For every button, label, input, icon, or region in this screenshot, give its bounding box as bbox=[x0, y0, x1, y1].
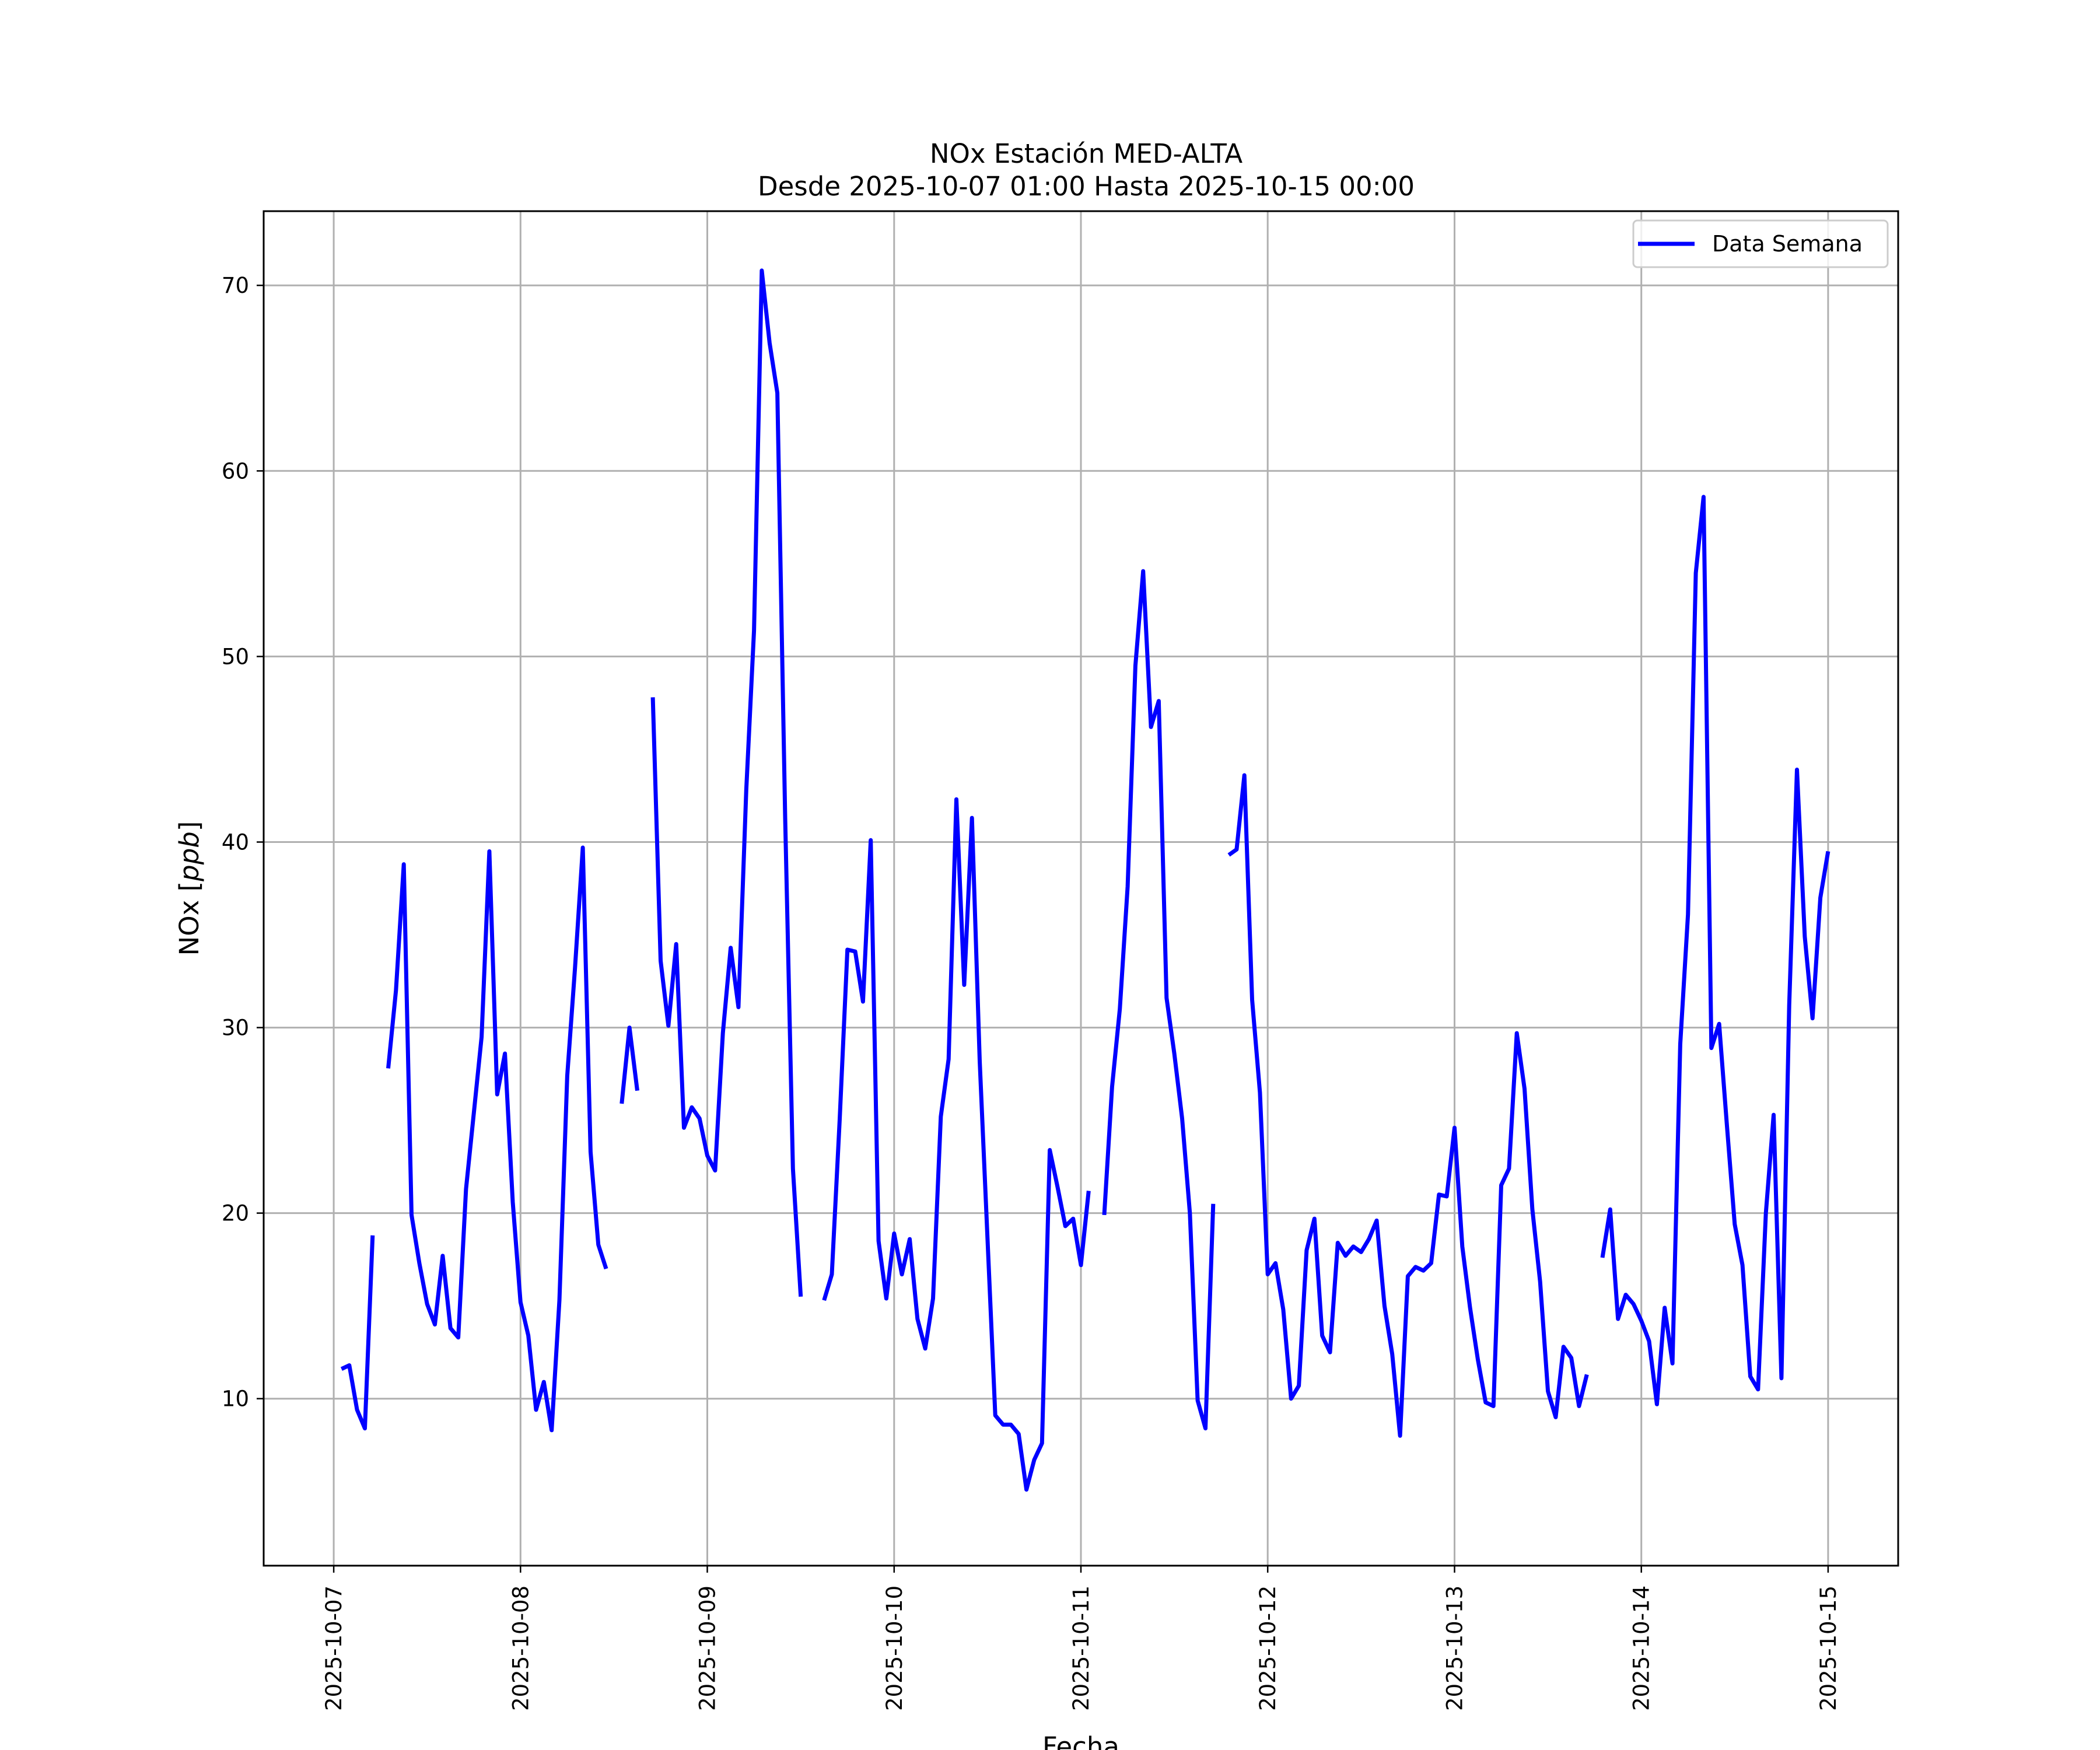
x-tick-label: 2025-10-15 bbox=[1816, 1586, 1841, 1711]
chart-title: NOx Estación MED-ALTA bbox=[930, 138, 1243, 169]
y-tick-label: 60 bbox=[222, 459, 249, 484]
y-tick-label: 50 bbox=[222, 644, 249, 669]
y-axis-label-suffix: ] bbox=[174, 821, 205, 832]
x-tick-label: 2025-10-12 bbox=[1255, 1586, 1280, 1711]
y-tick-label: 30 bbox=[222, 1016, 249, 1041]
x-tick-label: 2025-10-07 bbox=[321, 1586, 346, 1711]
x-tick-label: 2025-10-11 bbox=[1069, 1586, 1094, 1711]
x-tick-label: 2025-10-09 bbox=[695, 1586, 720, 1711]
y-tick-label: 40 bbox=[222, 830, 249, 855]
legend-label: Data Semana bbox=[1712, 231, 1863, 257]
x-tick-label: 2025-10-13 bbox=[1443, 1586, 1468, 1711]
series-lines bbox=[340, 268, 1831, 1492]
y-axis-label-unit: ppb bbox=[174, 831, 205, 882]
y-tick-label: 10 bbox=[222, 1387, 249, 1412]
y-axis-label: NOx [ppb] bbox=[174, 821, 205, 956]
legend-box bbox=[1632, 219, 1889, 268]
x-axis-ticks: 2025-10-07 2025-10-08 2025-10-09 2025-10-10… bbox=[321, 1566, 1841, 1711]
x-tick-label: 2025-10-08 bbox=[508, 1586, 533, 1711]
y-tick-label: 70 bbox=[222, 273, 249, 298]
chart-title-group: NOx Estación MED-ALTA Desde 2025-10-07 0… bbox=[758, 138, 1415, 202]
series-line-0 bbox=[340, 268, 1831, 1492]
x-tick-label: 2025-10-14 bbox=[1629, 1586, 1654, 1711]
y-tick-label: 20 bbox=[222, 1201, 249, 1226]
chart-legend: Data Semana bbox=[1632, 219, 1889, 268]
y-axis-ticks: 10 20 30 40 50 60 70 bbox=[222, 273, 264, 1412]
y-axis-label-prefix: NOx [ bbox=[174, 881, 205, 956]
x-tick-label: 2025-10-10 bbox=[882, 1586, 907, 1711]
grid-lines bbox=[264, 211, 1898, 1566]
chart-subtitle: Desde 2025-10-07 01:00 Hasta 2025-10-15 … bbox=[758, 171, 1415, 202]
x-axis-label: Fecha bbox=[1042, 1731, 1119, 1750]
